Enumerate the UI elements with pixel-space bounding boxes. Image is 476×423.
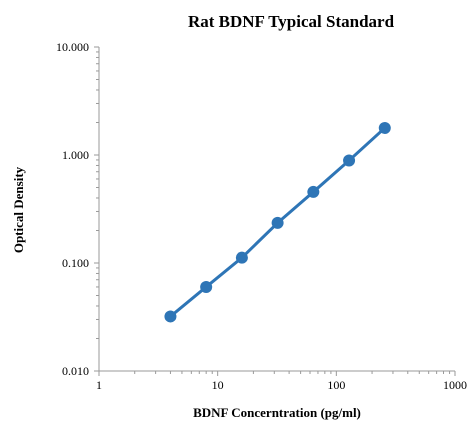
y-tick-label: 10.000	[56, 40, 89, 54]
x-axis-label: BDNF Concerntration (pg/ml)	[193, 405, 361, 420]
x-tick-label: 10	[212, 378, 224, 392]
chart-title: Rat BDNF Typical Standard	[188, 12, 395, 31]
x-tick-label: 100	[327, 378, 345, 392]
y-tick-label: 0.100	[62, 256, 89, 270]
data-point	[235, 251, 248, 264]
data-point	[164, 310, 177, 323]
x-tick-label: 1	[96, 378, 102, 392]
axes	[94, 46, 456, 376]
y-tick-label: 0.010	[62, 364, 89, 378]
x-tick-label: 1000	[443, 378, 467, 392]
data-point	[378, 121, 391, 134]
data-point	[343, 154, 356, 167]
data-point	[271, 216, 284, 229]
tick-labels: 0.010 0.100 1.000 10.000 1 10 100 1000	[56, 40, 467, 392]
series-group	[164, 121, 391, 323]
data-point	[200, 280, 213, 293]
y-axis-label: Optical Density	[11, 166, 26, 253]
data-point	[307, 185, 320, 198]
y-tick-label: 1.000	[62, 148, 89, 162]
